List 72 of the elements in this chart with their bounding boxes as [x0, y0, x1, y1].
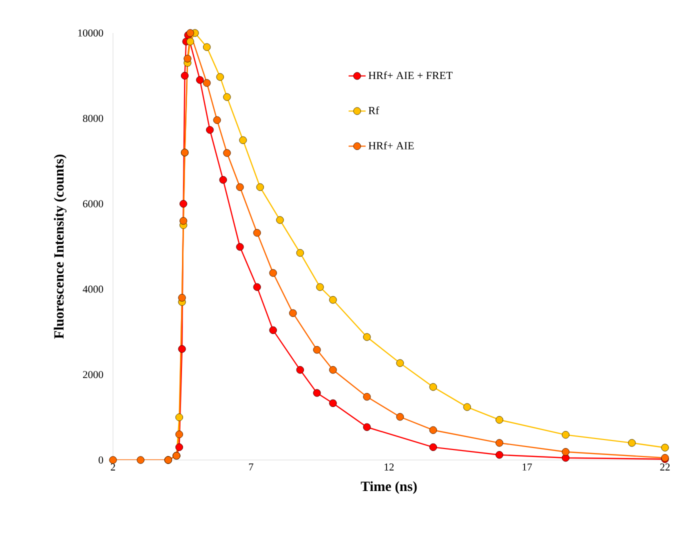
y-tick-label: 6000 [83, 200, 104, 208]
legend-label: Rf [368, 106, 380, 114]
point [196, 76, 204, 84]
x-tick-label: 7 [249, 464, 254, 470]
y-tick-label: 8000 [82, 114, 104, 122]
x-tick-label: 17 [522, 464, 532, 470]
x-tick-label: 22 [660, 464, 670, 470]
x-tick-label: 2 [110, 464, 116, 470]
point [236, 183, 244, 191]
y-tick-label: 2000 [83, 371, 104, 378]
point [175, 430, 184, 438]
y-axis-title: Fluorescence Intensity (counts) [54, 154, 67, 339]
point [363, 392, 371, 401]
x-axis-title: Time (ns) [360, 481, 417, 494]
point [496, 439, 504, 447]
point [296, 366, 304, 374]
point [463, 403, 471, 411]
point [562, 448, 570, 456]
point [216, 73, 224, 81]
point [213, 116, 221, 124]
point [180, 200, 188, 208]
point [239, 136, 247, 144]
point [316, 283, 324, 291]
point [363, 333, 371, 341]
y-tick-label: 10000 [78, 29, 104, 37]
point [429, 383, 437, 391]
point [661, 444, 669, 452]
legend-label: HRf+ AIE [368, 142, 414, 150]
point [236, 243, 244, 251]
point [269, 269, 277, 277]
point [223, 149, 231, 157]
point [313, 389, 321, 397]
point [396, 359, 404, 367]
point [429, 426, 437, 434]
point [109, 456, 117, 464]
point [253, 228, 261, 237]
point [313, 346, 321, 354]
x-tick-label: 12 [384, 464, 394, 470]
point [329, 366, 337, 374]
point [363, 423, 371, 431]
point [175, 413, 184, 422]
y-tick-label: 0 [98, 456, 104, 464]
point [628, 439, 636, 447]
point [206, 126, 214, 134]
point [329, 399, 337, 408]
point [562, 430, 570, 439]
point [269, 326, 277, 334]
point [180, 217, 188, 225]
point [253, 283, 261, 291]
point [256, 183, 264, 191]
point [219, 176, 227, 184]
point [184, 54, 192, 62]
point [186, 29, 194, 37]
y-tick-label: 4000 [82, 286, 104, 293]
point [396, 413, 404, 421]
point [178, 345, 186, 353]
point [496, 416, 504, 424]
point [223, 93, 231, 101]
point [289, 309, 297, 317]
point [136, 456, 144, 464]
point [178, 294, 186, 302]
point [276, 216, 284, 224]
point [429, 443, 437, 452]
point [175, 443, 184, 452]
point [329, 296, 337, 304]
point [186, 38, 194, 46]
point [180, 72, 189, 80]
point [203, 79, 211, 87]
legend-label: HRf+ AIE + FRET [368, 71, 453, 80]
point [296, 249, 304, 257]
point [203, 43, 211, 51]
point [496, 451, 504, 459]
